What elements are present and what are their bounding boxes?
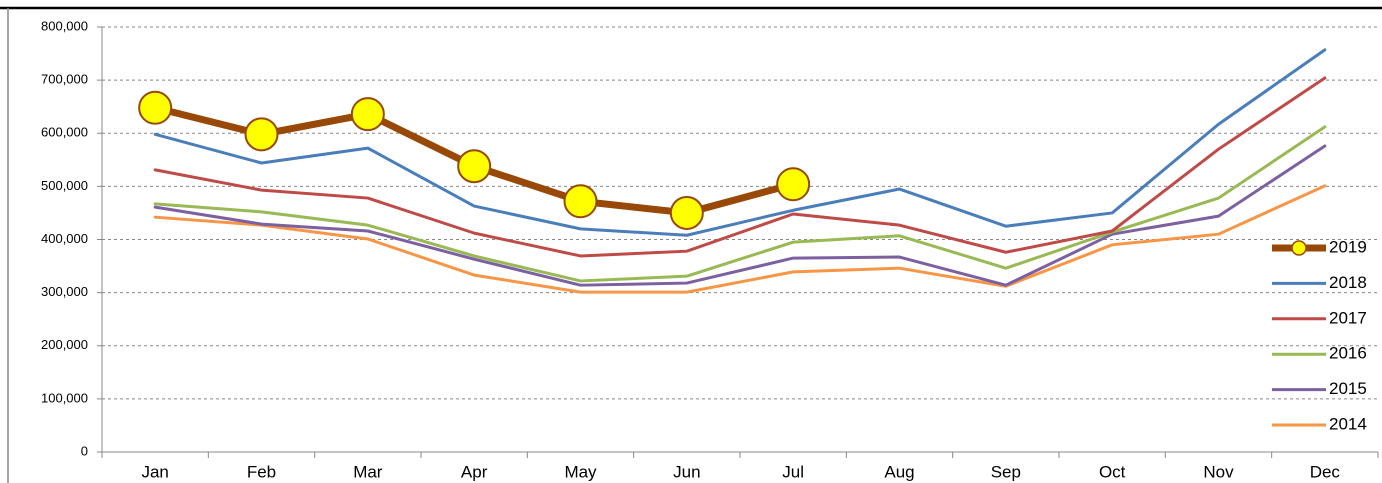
y-tick-label: 200,000 bbox=[41, 337, 88, 352]
x-tick-label: Jul bbox=[782, 462, 804, 481]
legend-label: 2014 bbox=[1329, 414, 1367, 433]
x-tick-label: May bbox=[564, 462, 597, 481]
y-tick-label: 600,000 bbox=[41, 125, 88, 140]
series-marker bbox=[138, 90, 173, 125]
x-tick-label: Oct bbox=[1099, 462, 1126, 481]
legend-label: 2017 bbox=[1329, 308, 1367, 327]
y-tick-label: 0 bbox=[81, 443, 88, 458]
x-tick-label: Mar bbox=[353, 462, 383, 481]
y-tick-label: 300,000 bbox=[41, 284, 88, 299]
series-marker bbox=[776, 167, 811, 202]
y-tick-label: 400,000 bbox=[41, 231, 88, 246]
series-line bbox=[153, 144, 1327, 287]
series-marker bbox=[350, 97, 385, 132]
series-marker bbox=[244, 117, 279, 152]
y-tick-label: 700,000 bbox=[41, 72, 88, 87]
series-line bbox=[153, 48, 1327, 237]
x-tick-label: Jun bbox=[673, 462, 700, 481]
y-tick-label: 500,000 bbox=[41, 178, 88, 193]
legend-label: 2018 bbox=[1329, 273, 1367, 292]
series-line bbox=[153, 76, 1327, 258]
x-tick-label: Nov bbox=[1203, 462, 1234, 481]
x-tick-label: Jan bbox=[141, 462, 168, 481]
x-tick-label: Sep bbox=[991, 462, 1021, 481]
series-marker bbox=[457, 149, 492, 184]
legend-label: 2015 bbox=[1329, 379, 1367, 398]
x-tick-label: Aug bbox=[884, 462, 914, 481]
series-line bbox=[153, 125, 1327, 283]
legend-marker bbox=[1291, 240, 1307, 256]
x-tick-label: Apr bbox=[461, 462, 488, 481]
x-tick-label: Dec bbox=[1310, 462, 1341, 481]
x-tick-label: Feb bbox=[247, 462, 276, 481]
legend-label: 2016 bbox=[1329, 344, 1367, 363]
y-tick-label: 800,000 bbox=[41, 18, 88, 33]
series-marker bbox=[563, 184, 598, 219]
legend-label: 2019 bbox=[1329, 237, 1367, 256]
series-marker bbox=[669, 195, 704, 230]
y-tick-label: 100,000 bbox=[41, 390, 88, 405]
series-line bbox=[153, 184, 1327, 294]
